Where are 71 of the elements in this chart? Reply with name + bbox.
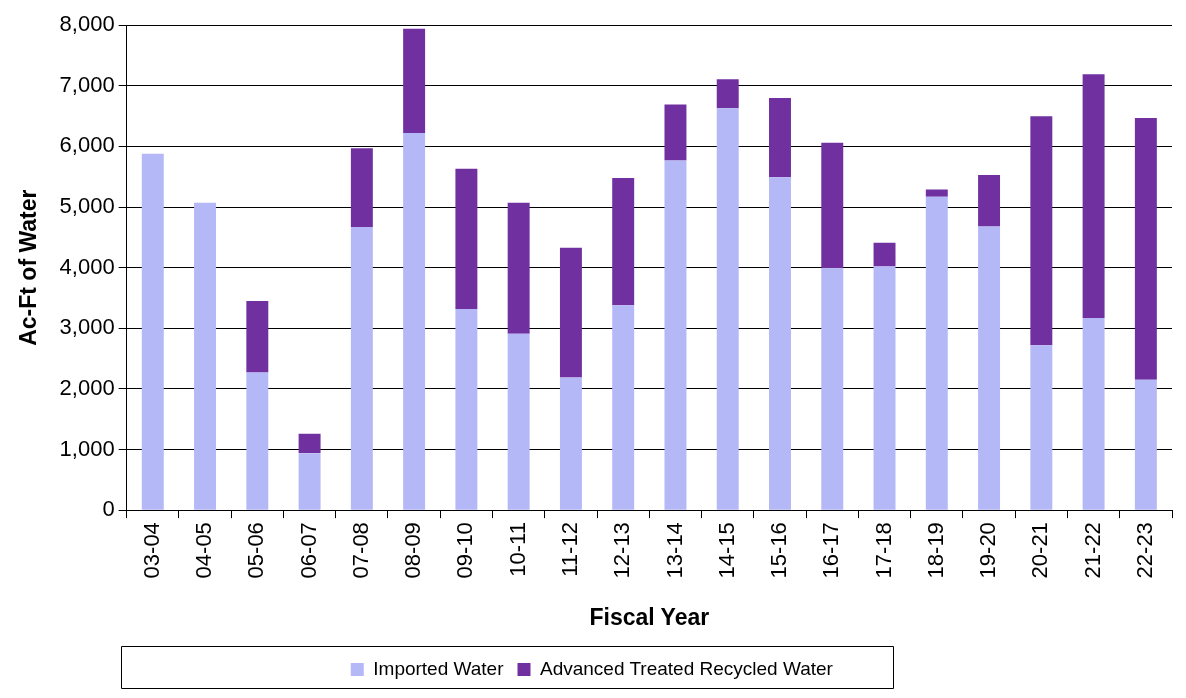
bar <box>246 372 269 510</box>
x-tick-label: 06-07 <box>295 522 321 579</box>
bar <box>559 247 582 378</box>
x-axis-title: Fiscal Year <box>589 603 710 630</box>
bar <box>612 305 635 510</box>
x-tick-label: 17-18 <box>870 522 896 579</box>
bar <box>455 168 478 309</box>
x-tick-label: 03-04 <box>138 522 164 579</box>
bar <box>873 266 896 510</box>
y-tick-label: 5,000 <box>59 193 115 219</box>
x-tick-label: 13-14 <box>661 522 687 579</box>
y-axis-title: Ac-Ft of Water <box>15 189 42 346</box>
x-tick-label: 05-06 <box>243 522 269 579</box>
x-tick-label: 16-17 <box>818 522 844 579</box>
y-tick-label: 0 <box>102 496 115 522</box>
x-tick-label: 12-13 <box>609 522 635 579</box>
y-tick-label: 2,000 <box>59 374 115 400</box>
bar <box>559 377 582 510</box>
y-tick-label: 8,000 <box>59 11 115 37</box>
bar <box>716 108 739 510</box>
bar <box>664 104 687 161</box>
x-tick-label: 21-22 <box>1079 522 1105 579</box>
bar <box>978 226 1001 510</box>
bar <box>925 196 948 510</box>
x-tick-label: 04-05 <box>191 522 217 579</box>
bar <box>1082 317 1105 510</box>
x-tick-label: 22-23 <box>1131 522 1157 579</box>
bar <box>925 189 948 197</box>
x-tick-label: 09-10 <box>452 522 478 579</box>
bar <box>664 160 687 510</box>
x-tick-label: 18-19 <box>922 522 948 579</box>
y-tick-label: 1,000 <box>59 435 115 461</box>
bar <box>873 242 896 267</box>
x-tick-label: 11-12 <box>556 522 582 577</box>
y-tick-label: 6,000 <box>59 132 115 158</box>
bar <box>769 177 791 510</box>
bar <box>141 153 164 510</box>
bar <box>298 433 321 454</box>
bar <box>716 79 739 109</box>
bar <box>246 301 269 373</box>
legend-label: Advanced Treated Recycled Water <box>540 657 834 679</box>
bar <box>298 453 321 510</box>
x-tick-label: 08-09 <box>400 522 426 579</box>
bar <box>350 227 373 510</box>
bar <box>194 202 217 510</box>
legend-label: Imported Water <box>373 657 505 679</box>
bar <box>455 308 478 510</box>
bar <box>821 142 844 269</box>
bar <box>978 174 1001 227</box>
bar <box>350 148 373 228</box>
bar <box>1030 345 1053 510</box>
x-tick-label: 10-11 <box>504 522 530 577</box>
bar <box>403 28 426 134</box>
bar <box>507 202 530 334</box>
x-tick-label: 20-21 <box>1027 522 1053 579</box>
y-tick-label: 4,000 <box>59 253 115 279</box>
bar <box>507 333 530 510</box>
bar <box>612 177 635 306</box>
bar <box>769 97 791 178</box>
x-tick-label: 15-16 <box>766 522 792 579</box>
x-tick-label: 07-08 <box>347 522 373 579</box>
bar <box>1134 379 1157 510</box>
bar <box>1082 74 1105 318</box>
bar <box>821 268 844 510</box>
x-tick-label: 19-20 <box>975 522 1001 579</box>
bar <box>1134 117 1157 380</box>
y-tick-label: 3,000 <box>59 314 115 340</box>
bar <box>403 133 426 510</box>
bar <box>1030 116 1053 346</box>
y-tick-label: 7,000 <box>59 71 115 97</box>
x-tick-label: 14-15 <box>713 522 739 579</box>
